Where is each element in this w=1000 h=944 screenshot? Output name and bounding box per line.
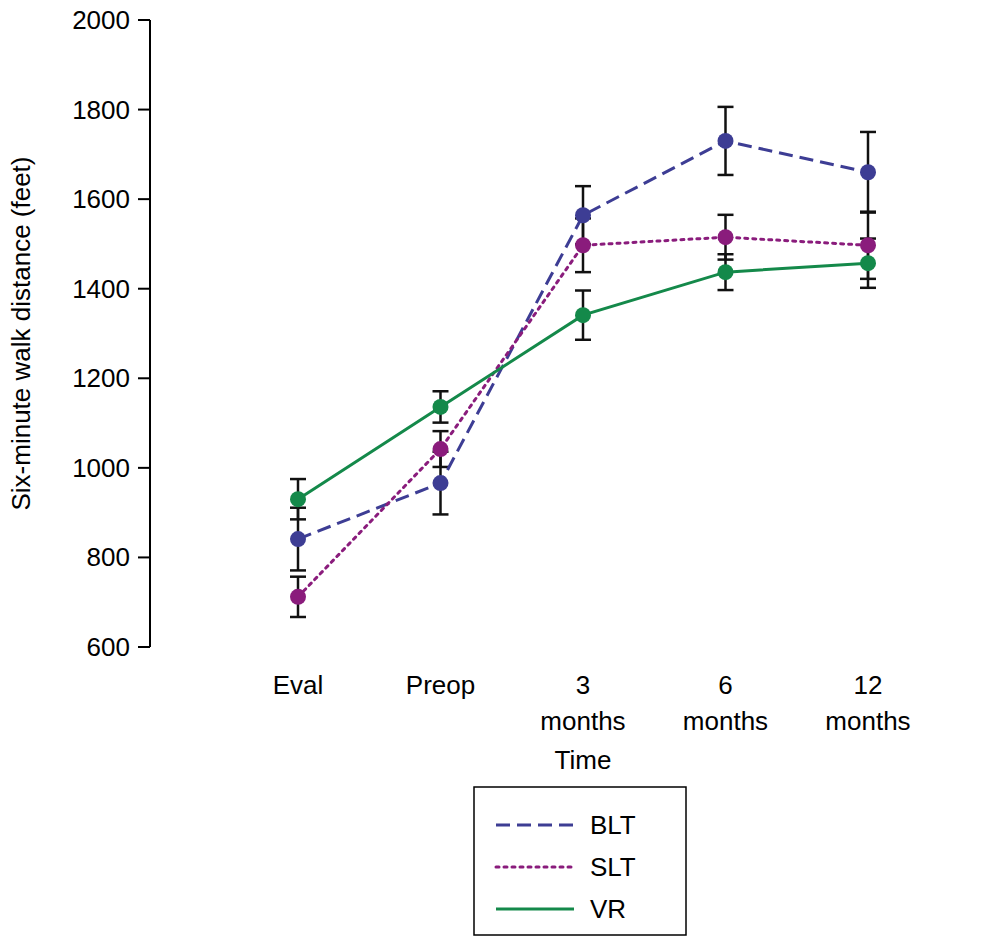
y-tick — [138, 377, 150, 379]
error-bar — [860, 132, 876, 213]
error-cap — [290, 575, 306, 578]
x-tick-label: 6 months — [683, 670, 768, 736]
x-tick-label: Preop — [406, 670, 475, 700]
error-cap — [433, 390, 449, 393]
series-marker — [718, 229, 734, 245]
error-cap — [718, 214, 734, 217]
series-marker — [290, 531, 306, 547]
y-tick — [138, 646, 150, 648]
error-bar — [718, 254, 734, 290]
x-tick-label-line: Eval — [273, 670, 324, 700]
series-marker — [433, 475, 449, 491]
y-tick — [138, 19, 150, 21]
x-tick-label-line: months — [683, 706, 768, 736]
error-cap — [860, 210, 876, 213]
error-cap — [433, 430, 449, 433]
error-bar — [433, 431, 449, 467]
series-line — [298, 141, 868, 539]
x-tick-label: Eval — [273, 670, 324, 700]
y-tick-label: 2000 — [72, 5, 130, 35]
series-line — [298, 237, 868, 597]
error-cap — [290, 569, 306, 572]
series-marker — [433, 399, 449, 415]
legend-box — [474, 787, 686, 935]
x-tick-label-line: months — [540, 706, 625, 736]
series-marker — [290, 491, 306, 507]
error-cap — [575, 339, 591, 342]
error-bar — [290, 479, 306, 519]
error-cap — [718, 253, 734, 256]
series-marker — [860, 237, 876, 253]
legend-swatch — [496, 866, 574, 869]
legend-label: SLT — [590, 852, 636, 882]
x-tick-label-line: months — [825, 706, 910, 736]
y-tick — [138, 467, 150, 469]
error-cap — [718, 106, 734, 109]
series-marker — [718, 264, 734, 280]
error-cap — [860, 131, 876, 134]
y-tick — [138, 198, 150, 200]
y-tick-label: 1000 — [72, 453, 130, 483]
y-tick-label: 800 — [87, 542, 130, 572]
error-cap — [290, 616, 306, 619]
x-tick-label-line: Preop — [406, 670, 475, 700]
error-cap — [575, 185, 591, 188]
series-marker — [860, 164, 876, 180]
series-marker — [433, 441, 449, 457]
x-tick-label: 12 months — [825, 670, 910, 736]
x-tick-label-line: 6 — [718, 670, 732, 700]
error-cap — [860, 287, 876, 290]
x-tick-label: 3 months — [540, 670, 625, 736]
y-tick-label: 1600 — [72, 184, 130, 214]
x-tick-label-line: 12 — [854, 670, 883, 700]
error-cap — [290, 518, 306, 521]
legend-swatch — [496, 824, 574, 827]
x-axis-label: Time — [555, 745, 612, 775]
error-cap — [575, 289, 591, 292]
legend-label: BLT — [590, 810, 636, 840]
series-marker — [575, 307, 591, 323]
error-cap — [433, 466, 449, 469]
error-cap — [290, 478, 306, 481]
plot-area — [290, 107, 876, 617]
y-tick-label: 600 — [87, 632, 130, 662]
error-cap — [718, 174, 734, 177]
error-bar — [433, 391, 449, 422]
series-marker — [718, 133, 734, 149]
series-marker — [575, 237, 591, 253]
error-cap — [718, 289, 734, 292]
y-tick — [138, 556, 150, 558]
error-bar — [575, 291, 591, 340]
chart: 600 800 1000 1200 1400 1600 1800 2000 Six-minute… — [0, 0, 1000, 944]
error-bar — [290, 577, 306, 617]
y-tick — [138, 109, 150, 111]
series-marker — [290, 589, 306, 605]
series-marker — [575, 207, 591, 223]
y-tick-label: 1200 — [72, 363, 130, 393]
y-tick — [138, 288, 150, 290]
legend-swatch — [496, 908, 574, 911]
y-tick-label: 1400 — [72, 274, 130, 304]
error-cap — [433, 421, 449, 424]
series-line — [298, 263, 868, 499]
y-axis — [149, 20, 151, 647]
series-marker — [860, 255, 876, 271]
error-cap — [575, 271, 591, 274]
x-tick-label-line: 3 — [576, 670, 590, 700]
y-tick-label: 1800 — [72, 95, 130, 125]
error-bar — [718, 107, 734, 175]
error-bar — [718, 215, 734, 260]
error-cap — [433, 513, 449, 516]
error-bar — [860, 212, 876, 279]
legend-label: VR — [590, 894, 626, 924]
y-axis-label: Six-minute walk distance (feet) — [6, 156, 36, 510]
